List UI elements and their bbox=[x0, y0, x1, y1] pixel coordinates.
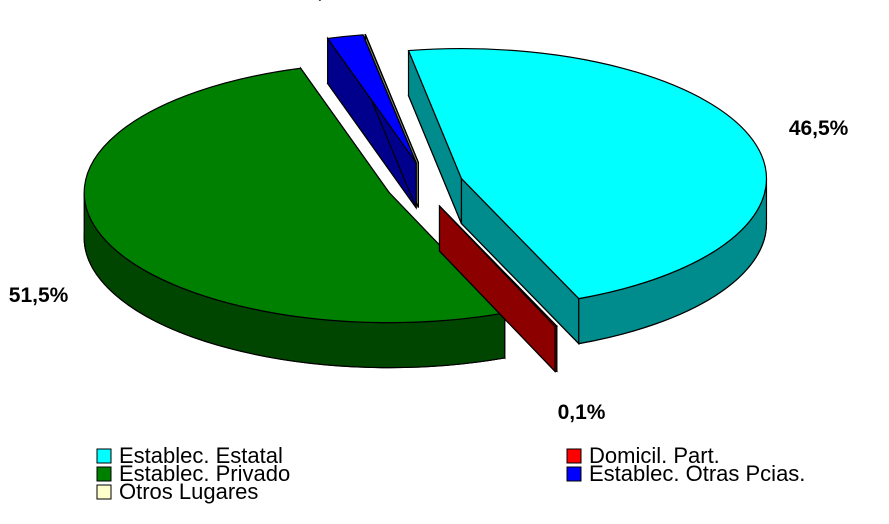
slice bbox=[83, 66, 506, 369]
legend-label: Establec. Estatal bbox=[119, 443, 283, 468]
legend-swatch bbox=[96, 484, 112, 500]
legend-label: Establec. Otras Pcias. bbox=[589, 461, 805, 486]
data-label: 1,9% bbox=[306, 0, 354, 3]
legend-label: Establec. Privado bbox=[119, 461, 290, 486]
legend-label: Otros Lugares bbox=[119, 479, 258, 504]
legend-swatch bbox=[566, 466, 582, 482]
data-label: 46,5% bbox=[789, 117, 849, 140]
legend-swatch bbox=[96, 448, 112, 464]
slice-top bbox=[326, 34, 417, 164]
data-label: 0,1% bbox=[558, 401, 606, 424]
legend-label: Domicil. Part. bbox=[589, 443, 720, 468]
slice-top bbox=[83, 67, 506, 324]
slice-side bbox=[554, 325, 558, 373]
slice bbox=[326, 34, 417, 210]
slice bbox=[407, 48, 768, 346]
data-label: 51,5% bbox=[9, 284, 69, 307]
slice-top bbox=[407, 48, 768, 300]
slice-top bbox=[364, 33, 419, 163]
legend-swatch bbox=[96, 466, 112, 482]
slice-top bbox=[439, 205, 559, 328]
slice bbox=[438, 204, 559, 373]
legend-swatch bbox=[566, 448, 582, 464]
